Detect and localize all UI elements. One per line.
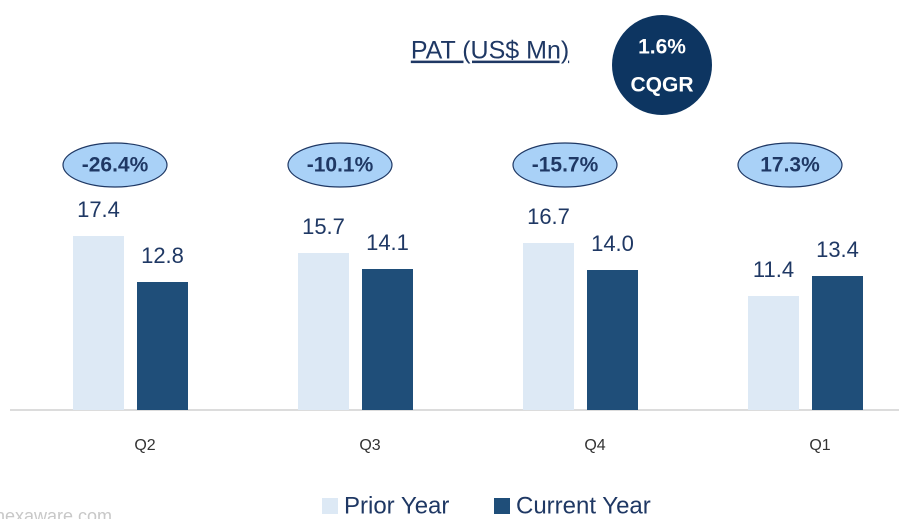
data-label: 12.8 [141,243,184,268]
data-label: 17.4 [77,197,120,222]
badge-label: CQGR [631,74,694,97]
annotation-bubble [287,142,393,188]
bar [137,282,188,410]
bar [523,243,574,410]
bar [812,276,863,410]
annotation-bubble [737,142,843,188]
legend-label: Prior Year [344,492,449,519]
x-tick-label: Q3 [359,437,380,454]
badge-value: 1.6% [638,36,686,59]
data-label: 16.7 [527,204,570,229]
legend-label: Current Year [516,492,651,519]
data-label: 13.4 [816,237,859,262]
badge [612,15,712,115]
data-label: 15.7 [302,214,345,239]
x-tick-label: Q4 [584,437,605,454]
chart-title: PAT (US$ Mn) [411,37,569,65]
legend-swatch [322,498,338,514]
bar [362,269,413,410]
data-label: 11.4 [753,257,794,282]
legend-swatch [494,498,510,514]
annotation: -15.7% [532,154,599,177]
watermark: hexaware.com [0,506,112,519]
x-tick-label: Q2 [134,437,155,454]
data-label: 14.0 [591,231,634,256]
data-label: 14.1 [366,230,409,255]
annotation-bubble [512,142,618,188]
bar [298,253,349,410]
annotation: -10.1% [307,154,374,177]
bar [748,296,799,410]
bar [73,236,124,410]
x-tick-label: Q1 [809,437,830,454]
annotation: 17.3% [760,154,820,177]
annotation-bubble [62,142,168,188]
annotation: -26.4% [82,154,149,177]
bar [587,270,638,410]
